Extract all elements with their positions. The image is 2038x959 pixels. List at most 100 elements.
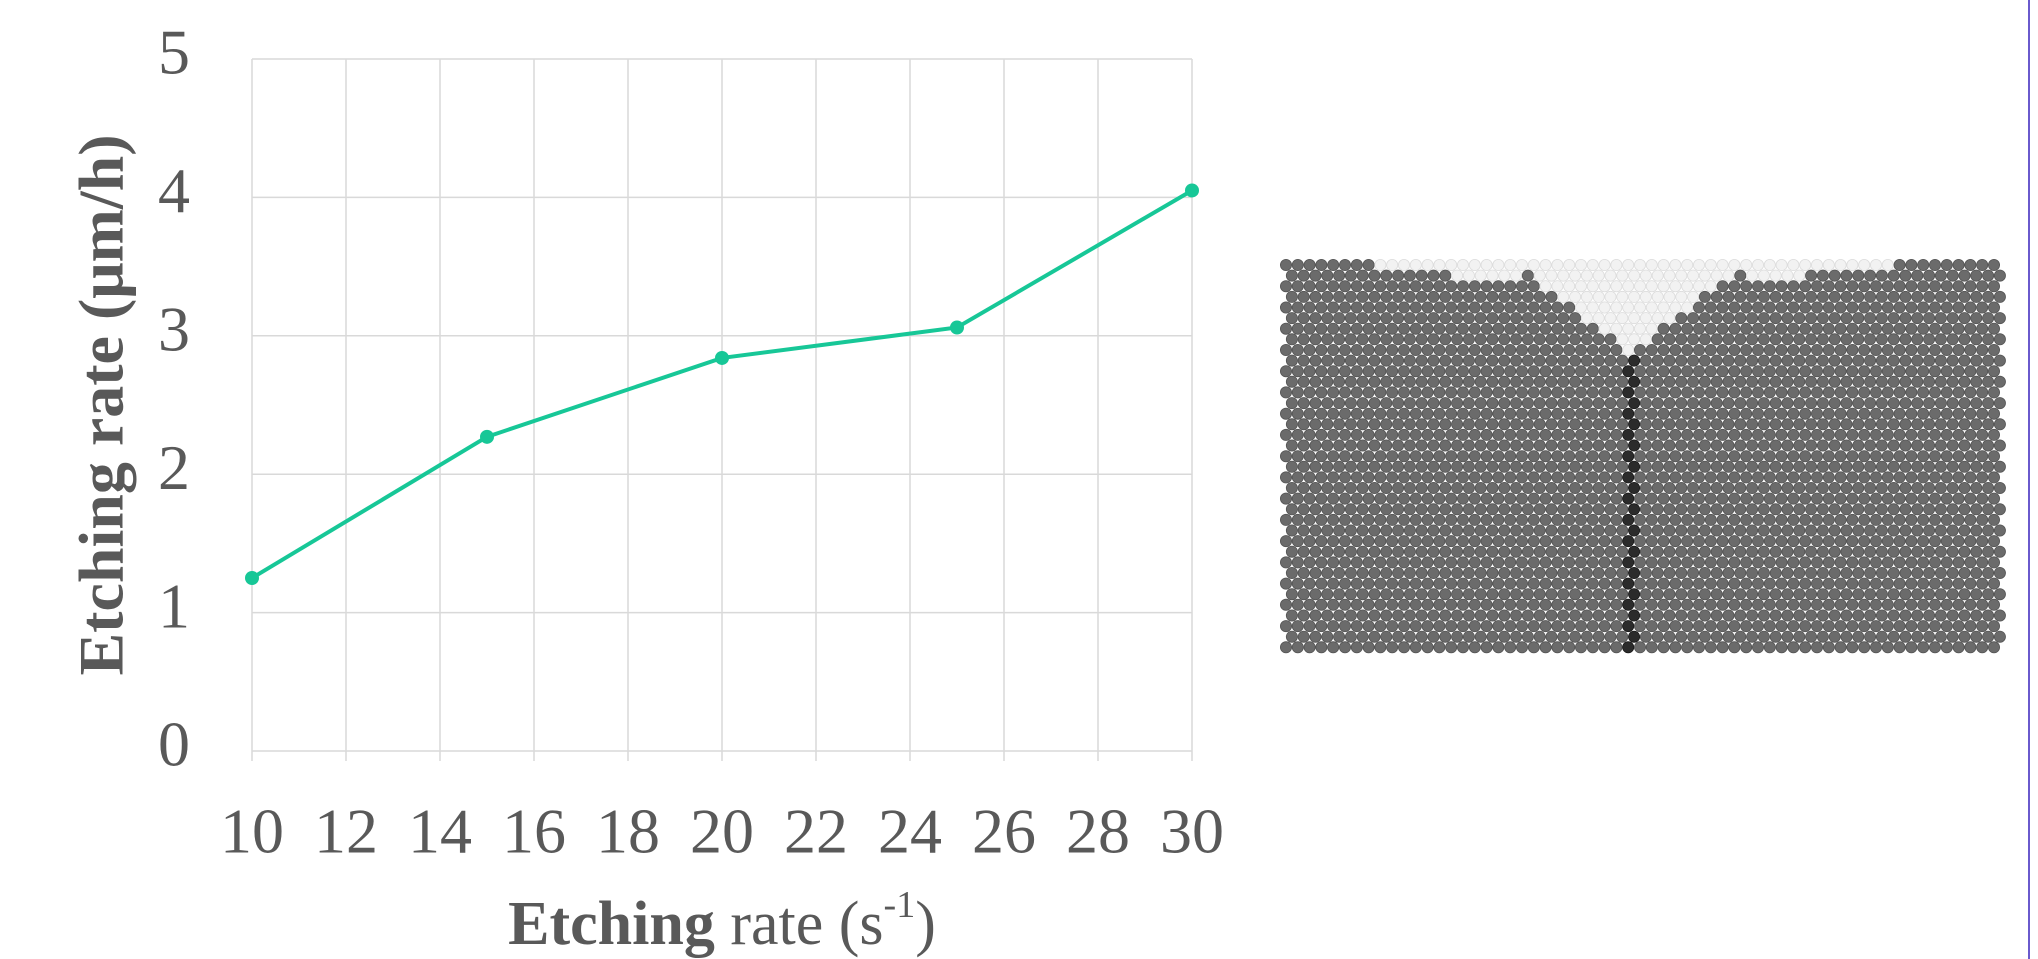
atom	[1398, 620, 1411, 633]
atom	[1905, 620, 1918, 633]
atom	[1870, 598, 1883, 611]
atom	[1716, 322, 1729, 335]
atom	[1799, 450, 1812, 463]
atom	[1457, 620, 1470, 633]
atom	[1911, 354, 1924, 367]
atom	[1917, 598, 1930, 611]
atom	[1580, 545, 1593, 558]
atom	[1663, 460, 1676, 473]
atom	[1362, 343, 1375, 356]
atom	[1698, 397, 1711, 410]
atom	[1344, 375, 1357, 388]
atom	[1722, 439, 1735, 452]
atom	[1769, 397, 1782, 410]
atom	[1704, 428, 1717, 441]
atom	[1604, 397, 1617, 410]
atom	[1722, 481, 1735, 494]
atom	[1693, 407, 1706, 420]
atom	[1675, 439, 1688, 452]
atom	[1374, 343, 1387, 356]
atom	[1698, 609, 1711, 622]
atom	[1669, 556, 1682, 569]
atom	[1645, 407, 1658, 420]
atom	[1356, 630, 1369, 643]
atom	[1746, 567, 1759, 580]
atom	[1498, 503, 1511, 516]
atom	[1451, 567, 1464, 580]
atom	[1280, 322, 1293, 335]
atom	[1362, 258, 1375, 271]
atom	[1439, 545, 1452, 558]
atom	[1327, 513, 1340, 526]
atom	[1799, 301, 1812, 314]
atom	[1557, 481, 1570, 494]
atom	[1698, 354, 1711, 367]
atom	[1569, 418, 1582, 431]
atom	[1291, 322, 1304, 335]
atom	[1669, 280, 1682, 293]
atom	[1757, 269, 1770, 282]
y-tick-label: 1	[158, 570, 190, 641]
atom	[1929, 450, 1942, 463]
atom	[1864, 375, 1877, 388]
atom	[1433, 577, 1446, 590]
atom	[1752, 492, 1765, 505]
atom	[1356, 439, 1369, 452]
atom	[1651, 418, 1664, 431]
atom	[1409, 365, 1422, 378]
atom	[1592, 354, 1605, 367]
atom	[1409, 407, 1422, 420]
atom	[1775, 280, 1788, 293]
atom	[1504, 407, 1517, 420]
atom	[1675, 333, 1688, 346]
atom	[1811, 577, 1824, 590]
atom	[1816, 460, 1829, 473]
atom	[1516, 535, 1529, 548]
atom	[1675, 290, 1688, 303]
atom	[1870, 577, 1883, 590]
atom	[1940, 556, 1953, 569]
atom	[1309, 397, 1322, 410]
atom	[1333, 545, 1346, 558]
atom	[1911, 630, 1924, 643]
atom	[1344, 333, 1357, 346]
atom	[1409, 322, 1422, 335]
atom	[1958, 503, 1971, 516]
atom	[1486, 290, 1499, 303]
atom	[1598, 258, 1611, 271]
atom	[1840, 397, 1853, 410]
atom	[1539, 641, 1552, 654]
atom	[1498, 312, 1511, 325]
atom	[1486, 269, 1499, 282]
atom	[1952, 641, 1965, 654]
atom	[1368, 269, 1381, 282]
atom	[1793, 503, 1806, 516]
atom	[1569, 524, 1582, 537]
atom	[1675, 460, 1688, 473]
atom	[1811, 450, 1824, 463]
atom	[1403, 460, 1416, 473]
atom	[1333, 609, 1346, 622]
atom	[1752, 577, 1765, 590]
atom	[1952, 386, 1965, 399]
atom	[1628, 630, 1641, 643]
atom	[1993, 588, 2006, 601]
atom	[1645, 258, 1658, 271]
atom	[1669, 343, 1682, 356]
atom	[1280, 513, 1293, 526]
atom	[1628, 567, 1641, 580]
atom	[1445, 577, 1458, 590]
atom	[1368, 290, 1381, 303]
atom	[1433, 556, 1446, 569]
atom	[1934, 312, 1947, 325]
atom	[1734, 312, 1747, 325]
atom	[1746, 588, 1759, 601]
atom	[1415, 567, 1428, 580]
atom	[1344, 290, 1357, 303]
atom	[1297, 333, 1310, 346]
atom	[1368, 354, 1381, 367]
atom	[1846, 620, 1859, 633]
atom	[1645, 641, 1658, 654]
atom	[1480, 492, 1493, 505]
atom	[1799, 535, 1812, 548]
